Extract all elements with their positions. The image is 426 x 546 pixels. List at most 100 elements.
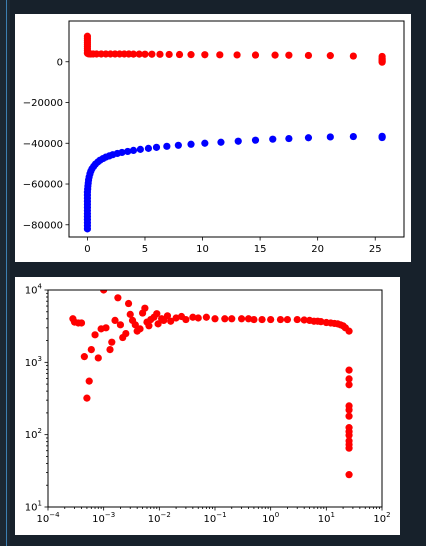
- data-points: [69, 290, 353, 479]
- plot-area-frame: [68, 20, 405, 238]
- data-point-series-0: [211, 315, 219, 323]
- data-point-series-0: [345, 471, 353, 479]
- data-point-series-1: [187, 140, 195, 148]
- data-point-series-0: [233, 51, 241, 59]
- data-point-series-0: [317, 318, 325, 326]
- linear-scatter-figure: 0 5 10 15 20 25 −80000 −60000 −40000 −20000 0: [15, 14, 411, 262]
- data-point-series-0: [349, 52, 357, 60]
- x-tick-label: 100: [262, 511, 279, 525]
- data-point-series-1: [201, 139, 209, 147]
- data-point-series-1: [118, 148, 126, 157]
- data-point-series-1: [136, 145, 144, 153]
- x-tick-label: 101: [318, 511, 335, 525]
- data-point-series-0: [124, 299, 133, 308]
- data-point-series-0: [167, 317, 175, 325]
- data-point-series-1: [285, 134, 293, 143]
- data-point-series-0: [156, 50, 164, 58]
- data-point-series-0: [165, 50, 173, 59]
- data-point-series-0: [216, 51, 224, 59]
- y-tick-label: 102: [25, 427, 42, 441]
- data-point-series-0: [85, 377, 93, 385]
- data-point-series-0: [345, 381, 353, 389]
- y-tick-label: 103: [25, 355, 42, 369]
- data-point-series-0: [175, 50, 184, 59]
- x-tick-label: 10: [196, 244, 209, 255]
- y-tick-label: −80000: [23, 220, 63, 231]
- data-point-series-0: [267, 315, 275, 324]
- data-point-series-1: [152, 143, 161, 151]
- data-point-series-0: [100, 290, 108, 294]
- data-point-series-0: [141, 50, 149, 58]
- x-tick-label: 102: [373, 511, 390, 525]
- data-point-series-1: [326, 133, 334, 141]
- data-point-series-0: [129, 50, 138, 58]
- data-point-series-0: [189, 313, 197, 321]
- data-point-series-0: [293, 315, 301, 324]
- data-point-series-1: [163, 142, 171, 150]
- data-point-series-0: [194, 314, 202, 322]
- data-point-series-0: [201, 51, 209, 59]
- y-tick-label: 101: [25, 500, 42, 514]
- data-points: [83, 32, 386, 233]
- x-tick-label: 10−1: [203, 511, 226, 525]
- data-point-series-0: [276, 315, 285, 324]
- data-point-series-0: [300, 316, 308, 324]
- data-point-series-0: [108, 338, 116, 346]
- data-point-series-0: [345, 366, 353, 374]
- y-tick-label: −40000: [23, 139, 63, 150]
- data-point-series-0: [345, 412, 353, 420]
- data-point-series-0: [172, 314, 180, 322]
- data-point-series-0: [182, 315, 190, 324]
- data-point-series-0: [285, 51, 293, 59]
- data-point-series-0: [304, 51, 313, 60]
- data-point-series-0: [106, 346, 114, 354]
- data-point-series-0: [136, 325, 144, 333]
- data-point-series-0: [187, 51, 195, 59]
- x-tick-label: 10−2: [148, 511, 171, 525]
- data-point-series-0: [116, 321, 125, 329]
- x-tick-label: 10−3: [92, 511, 115, 525]
- data-point-series-1: [129, 146, 138, 154]
- x-tick-label: 10−4: [36, 511, 60, 525]
- data-point-series-1: [304, 134, 313, 142]
- data-point-series-1: [144, 144, 153, 152]
- data-point-series-1: [378, 133, 386, 142]
- y-tick-label: −20000: [23, 98, 63, 109]
- data-point-series-0: [145, 322, 153, 330]
- y-tick-label: 104: [25, 283, 43, 297]
- data-point-series-0: [326, 52, 334, 60]
- data-point-series-0: [153, 310, 161, 318]
- data-point-series-0: [251, 51, 260, 59]
- data-point-series-0: [378, 58, 386, 66]
- loglog-scatter-figure: 10−4 10−3 10−2 10−1 100 101 102 101 102 103 104: [15, 277, 400, 535]
- data-point-series-0: [141, 304, 149, 312]
- data-point-series-0: [83, 394, 91, 402]
- data-point-series-1: [174, 141, 182, 149]
- x-tick-label: 20: [311, 244, 324, 255]
- data-point-series-0: [221, 315, 229, 323]
- left-window-edge: [0, 0, 10, 546]
- data-point-series-0: [80, 353, 88, 361]
- data-point-series-0: [345, 375, 353, 383]
- data-point-series-0: [94, 354, 102, 362]
- data-point-series-0: [131, 321, 139, 329]
- data-point-series-1: [349, 132, 357, 141]
- data-point-series-0: [258, 315, 266, 324]
- data-point-series-0: [163, 312, 172, 320]
- data-point-series-0: [122, 329, 130, 338]
- data-point-series-1: [124, 147, 132, 156]
- data-point-series-0: [114, 294, 122, 302]
- x-tick-label: 25: [369, 244, 382, 255]
- data-point-series-0: [77, 319, 86, 327]
- data-point-series-1: [269, 135, 277, 143]
- x-tick-label: 0: [84, 244, 90, 255]
- data-point-series-0: [345, 444, 353, 452]
- data-point-series-0: [228, 315, 236, 323]
- data-point-series-0: [345, 406, 353, 414]
- data-point-series-0: [154, 320, 162, 328]
- data-point-series-0: [244, 315, 253, 323]
- x-tick-label: 15: [254, 244, 267, 255]
- linear-scatter-plot: 0 5 10 15 20 25 −80000 −60000 −40000 −20000 0: [23, 20, 405, 255]
- data-point-series-0: [345, 431, 353, 439]
- data-point-series-0: [237, 315, 246, 323]
